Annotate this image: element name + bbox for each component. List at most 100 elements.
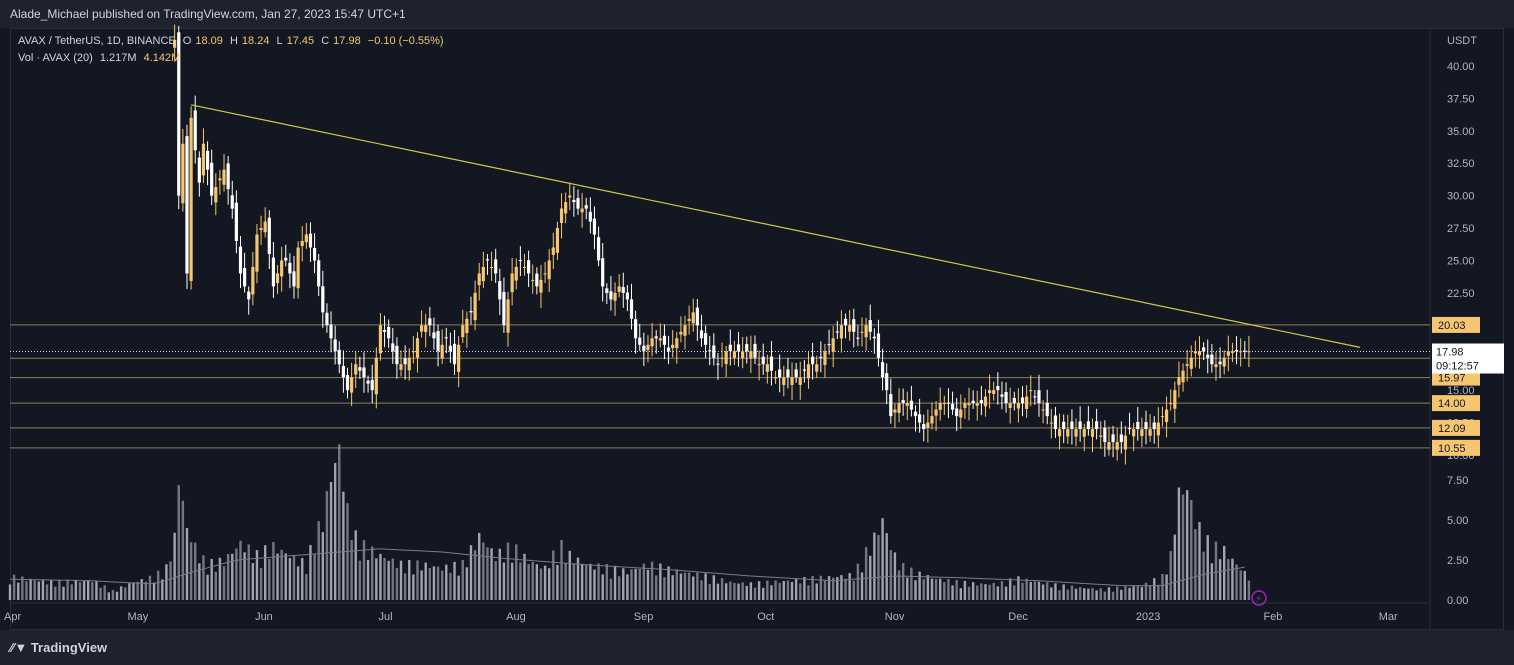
candle-body bbox=[1025, 396, 1029, 409]
volume-ma-value: 1.217M bbox=[99, 52, 137, 64]
volume-bar bbox=[231, 553, 234, 600]
candle-body bbox=[617, 286, 621, 292]
candle-body bbox=[605, 288, 609, 293]
candle-body bbox=[485, 259, 490, 261]
candle-body bbox=[284, 257, 288, 261]
candle-body bbox=[806, 364, 811, 379]
candle-body bbox=[411, 351, 415, 353]
volume-bar bbox=[671, 575, 674, 600]
volume-bar bbox=[461, 560, 464, 600]
volume-bar bbox=[547, 568, 551, 600]
volume-bar bbox=[1008, 578, 1012, 600]
volume-bar bbox=[1190, 499, 1193, 600]
candle-body bbox=[267, 217, 271, 254]
volume-tick-label: 5.00 bbox=[1447, 515, 1468, 527]
candle-body bbox=[1218, 361, 1222, 365]
candle-body bbox=[259, 228, 263, 231]
volume-bar bbox=[1004, 586, 1008, 600]
volume-bar bbox=[733, 582, 736, 600]
candle-body bbox=[802, 369, 806, 371]
volume-bar bbox=[288, 558, 292, 600]
candle-body bbox=[646, 344, 650, 350]
candle-body bbox=[749, 351, 753, 359]
volume-bar bbox=[91, 582, 94, 600]
candle-body bbox=[1008, 403, 1012, 409]
candle-body bbox=[1202, 347, 1206, 352]
volume-bar bbox=[490, 548, 493, 600]
volume-bar bbox=[1017, 576, 1020, 600]
candle-body bbox=[732, 351, 737, 358]
candle-body bbox=[987, 390, 992, 394]
volume-bar bbox=[745, 585, 748, 600]
candle-body bbox=[1037, 390, 1041, 404]
volume-bar bbox=[1185, 490, 1189, 600]
candle-body bbox=[1103, 427, 1107, 443]
volume-bar bbox=[778, 582, 781, 600]
candle-body bbox=[1222, 357, 1226, 367]
volume-bar bbox=[901, 562, 905, 600]
volume-bar bbox=[922, 579, 925, 600]
volume-bar bbox=[1132, 586, 1135, 600]
candle-body bbox=[559, 208, 564, 223]
price-tick-label: 25.00 bbox=[1447, 255, 1475, 267]
volume-bar bbox=[284, 553, 287, 600]
volume-bar bbox=[860, 572, 864, 600]
volume-bar bbox=[782, 580, 785, 600]
volume-label[interactable]: Vol · AVAX (20) bbox=[18, 52, 93, 64]
candle-body bbox=[1086, 421, 1090, 430]
volume-bar bbox=[173, 532, 176, 600]
open-value: 18.09 bbox=[195, 35, 223, 47]
volume-bar bbox=[885, 533, 888, 600]
candle-body bbox=[205, 150, 210, 170]
candle-body bbox=[679, 331, 683, 335]
candle-body bbox=[950, 403, 955, 410]
volume-bar bbox=[1103, 591, 1107, 600]
volume-bar bbox=[436, 566, 440, 600]
chart-frame[interactable] bbox=[10, 28, 1504, 630]
volume-bar bbox=[136, 581, 139, 600]
candle-body bbox=[872, 336, 876, 339]
volume-bar bbox=[177, 485, 180, 600]
level-price-label: 14.00 bbox=[1438, 398, 1466, 410]
volume-bar bbox=[107, 592, 110, 600]
volume-bar bbox=[49, 580, 53, 600]
volume-bar bbox=[428, 568, 432, 600]
candle-body bbox=[243, 268, 247, 287]
volume-bar bbox=[613, 565, 617, 600]
candle-body bbox=[465, 318, 469, 334]
candle-body bbox=[967, 403, 971, 406]
volume-bar bbox=[140, 579, 143, 600]
candle-body bbox=[502, 291, 506, 326]
volume-bar bbox=[1223, 545, 1226, 600]
level-price-badge bbox=[1432, 316, 1480, 333]
candle-body bbox=[926, 422, 930, 428]
volume-tick-label: 7.50 bbox=[1447, 475, 1468, 487]
volume-bar bbox=[910, 567, 913, 600]
candle-body bbox=[547, 260, 551, 280]
candle-body bbox=[1185, 364, 1189, 366]
volume-bar bbox=[827, 576, 831, 600]
volume-bar bbox=[580, 563, 584, 600]
symbol-name[interactable]: AVAX / TetherUS, 1D, BINANCE bbox=[18, 35, 176, 47]
candle-body bbox=[880, 362, 885, 378]
candle-body bbox=[975, 403, 979, 406]
candle-body bbox=[708, 350, 712, 352]
volume-bar bbox=[947, 579, 950, 600]
volume-bar bbox=[1165, 574, 1168, 600]
volume-bar bbox=[753, 587, 757, 600]
volume-bar bbox=[25, 581, 28, 600]
candle-body bbox=[428, 318, 432, 326]
candle-body bbox=[382, 329, 387, 332]
volume-bar bbox=[729, 581, 732, 600]
candle-body bbox=[1045, 402, 1049, 417]
candle-body bbox=[671, 344, 675, 349]
volume-bar bbox=[692, 576, 695, 600]
volume-bar bbox=[906, 577, 909, 600]
volume-bar bbox=[457, 575, 460, 600]
volume-bar bbox=[408, 560, 411, 600]
volume-bar bbox=[1000, 581, 1004, 600]
candle-body bbox=[864, 325, 868, 338]
volume-bar bbox=[539, 568, 543, 600]
tradingview-logo[interactable]: ⁄⁄▼ TradingView bbox=[10, 640, 107, 655]
